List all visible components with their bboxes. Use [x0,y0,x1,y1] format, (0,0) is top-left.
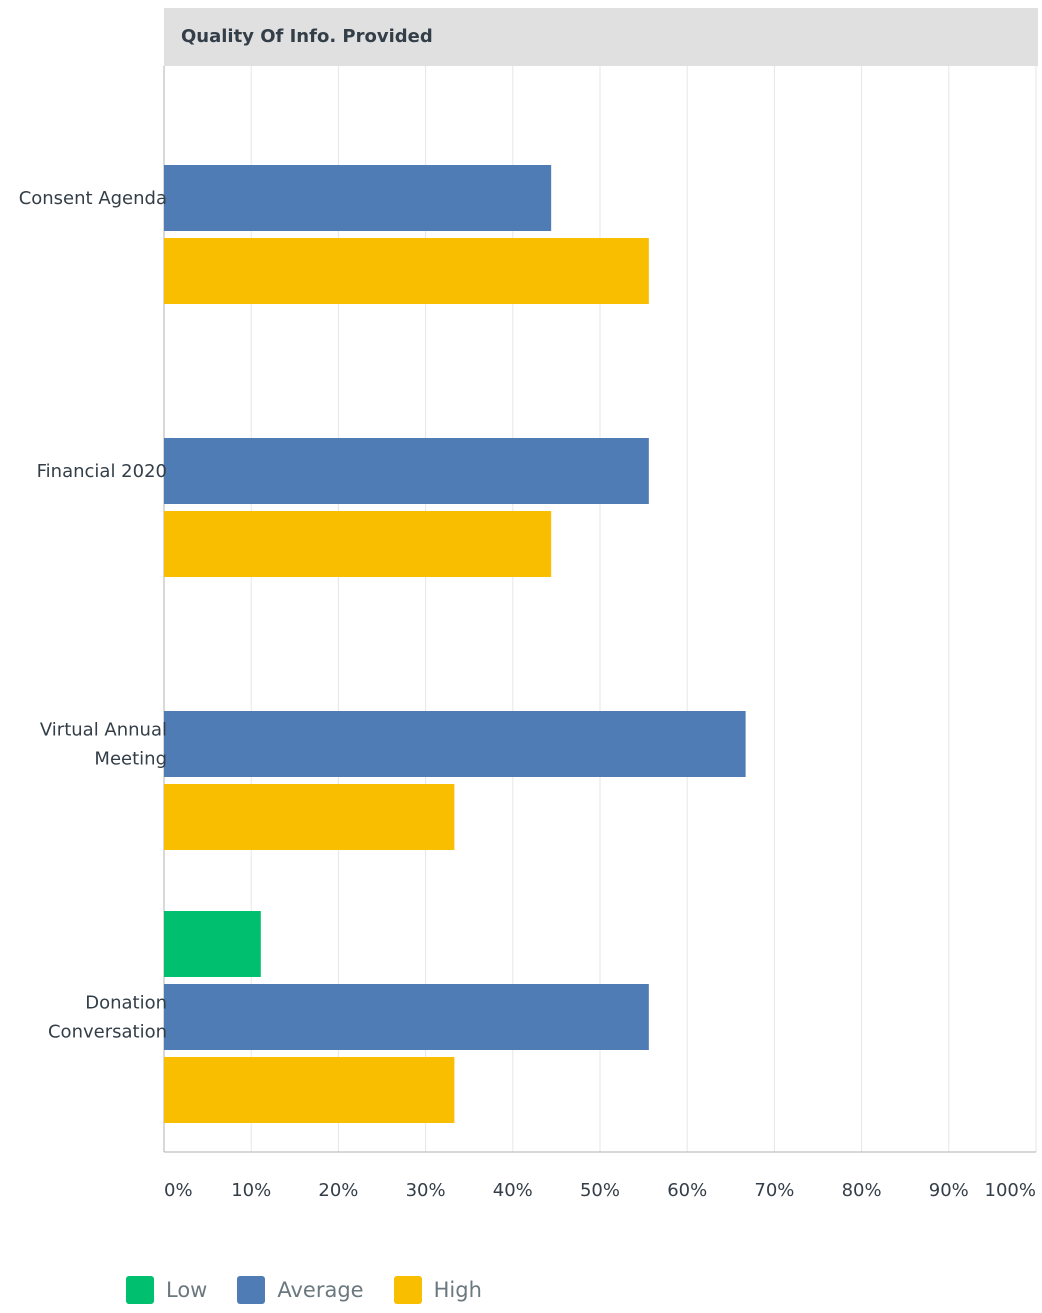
bar-average-4 [164,984,649,1050]
bar-average-1 [164,165,552,231]
legend-label: High [433,1278,482,1302]
x-tick-label: 30% [406,1180,446,1201]
legend-swatch [126,1276,154,1304]
bar-high-2 [164,511,552,577]
legend-label: Low [166,1278,208,1302]
category-label: Meeting [94,749,167,770]
x-tick-label: 100% [985,1180,1036,1201]
x-tick-label: 80% [842,1180,882,1201]
x-tick-label: 50% [580,1180,620,1201]
bar-average-3 [164,711,746,777]
chart-header-bg [164,8,1038,66]
bar-low-4 [164,911,261,977]
legend-swatch [237,1276,266,1304]
x-tick-label: 20% [318,1180,358,1201]
legend-item-high: High [393,1276,482,1304]
x-tick-label: 40% [493,1180,533,1201]
legend-label: Average [277,1278,364,1302]
category-label: Consent Agenda [19,188,167,209]
x-tick-label: 70% [754,1180,794,1201]
x-tick-label: 0% [164,1180,193,1201]
legend-item-low: Low [126,1276,207,1304]
category-label: Virtual Annual [40,720,167,741]
bar-high-1 [164,238,649,304]
bar-average-2 [164,438,649,504]
legend-swatch [393,1276,422,1304]
x-tick-label: 60% [667,1180,707,1201]
category-label: Financial 2020 [37,461,167,482]
bar-high-4 [164,1057,455,1123]
x-tick-label: 10% [231,1180,271,1201]
x-tick-label: 90% [929,1180,969,1201]
chart-legend: Low Average High [126,1276,512,1304]
category-label: Donation [85,993,167,1014]
bar-high-3 [164,784,455,850]
category-label: Conversation [48,1022,167,1043]
legend-item-average: Average [237,1276,364,1304]
chart-title: Quality Of Info. Provided [181,26,433,47]
